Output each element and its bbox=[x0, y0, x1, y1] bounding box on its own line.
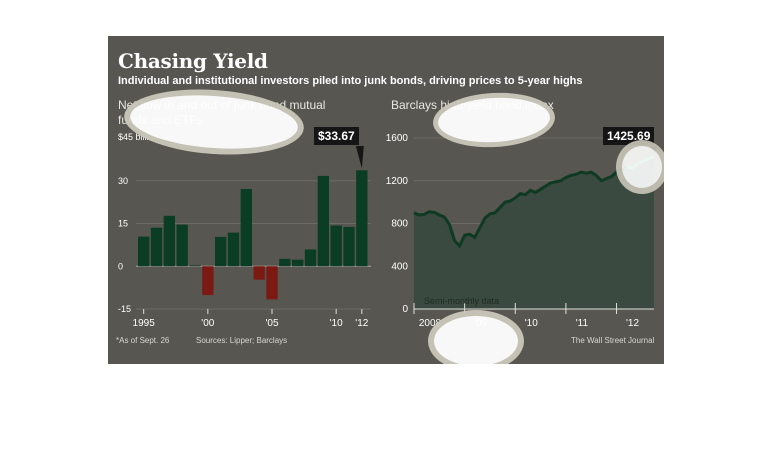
chart-title: Chasing Yield bbox=[118, 49, 268, 73]
index-area bbox=[414, 156, 654, 309]
bar-1999 bbox=[189, 265, 201, 267]
bar-2001 bbox=[215, 236, 227, 267]
bar-2008 bbox=[304, 249, 317, 267]
bar-callout: $33.67 bbox=[314, 127, 359, 145]
bar-chart: -15 0 15 30 1995 '00 '05 '10 '12 bbox=[118, 146, 371, 329]
sources: Sources: Lipper; Barclays bbox=[196, 336, 288, 345]
bar-ytick-label: -15 bbox=[118, 304, 131, 314]
credit: The Wall Street Journal bbox=[571, 336, 655, 345]
index-ytick-label: 1600 bbox=[386, 133, 409, 144]
index-ytick-label: 0 bbox=[402, 304, 408, 315]
bar-1996 bbox=[150, 227, 163, 267]
index-xtick-label: '11 bbox=[576, 318, 589, 329]
bar-2006 bbox=[279, 258, 291, 267]
index-ytick-label: 1200 bbox=[386, 176, 409, 187]
bar-xtick-label: '00 bbox=[201, 318, 214, 329]
bar-2012 bbox=[356, 170, 368, 267]
bar-ytick-label: 15 bbox=[118, 219, 128, 229]
bar-2003 bbox=[240, 189, 252, 267]
bar-2004 bbox=[253, 266, 265, 280]
index-callout: 1425.69 bbox=[603, 127, 655, 145]
bar-2010 bbox=[330, 225, 342, 267]
bar-2009 bbox=[317, 175, 329, 267]
index-xtick-label: '10 bbox=[525, 318, 538, 329]
bar-2011 bbox=[343, 226, 355, 267]
bar-2002 bbox=[227, 232, 240, 267]
left-unit-label: $45 billion bbox=[118, 132, 159, 142]
bar-ytick-label: 0 bbox=[118, 261, 123, 271]
index-ytick-label: 800 bbox=[391, 219, 408, 230]
bar-xtick-label: '12 bbox=[355, 318, 368, 329]
bar-xtick-label: 1995 bbox=[133, 318, 156, 329]
bar-2007 bbox=[292, 259, 304, 267]
highlight-blob bbox=[622, 146, 662, 188]
bar-callout-pointer bbox=[355, 146, 364, 169]
chart-graphic: Chasing Yield Individual and institution… bbox=[108, 36, 664, 364]
bar-xtick-label: '05 bbox=[265, 318, 278, 329]
index-ytick-label: 400 bbox=[391, 261, 408, 272]
index-line bbox=[413, 165, 628, 249]
bar-2000 bbox=[202, 266, 214, 296]
bar-xtick-label: '10 bbox=[330, 318, 343, 329]
bar-2005 bbox=[266, 266, 278, 300]
chart-subtitle: Individual and institutional investors p… bbox=[118, 75, 583, 87]
bar-1997 bbox=[163, 215, 175, 267]
footnote: *As of Sept. 26 bbox=[116, 336, 170, 345]
index-xtick-label: 2008 bbox=[419, 318, 442, 329]
bar-1995 bbox=[138, 236, 150, 267]
bar-ytick-label: 30 bbox=[118, 176, 128, 186]
semimonthly-note: Semi-monthly data bbox=[424, 296, 500, 306]
bar-1998 bbox=[176, 224, 188, 267]
highlight-blob bbox=[434, 316, 518, 364]
index-xtick-label: '12 bbox=[626, 318, 639, 329]
